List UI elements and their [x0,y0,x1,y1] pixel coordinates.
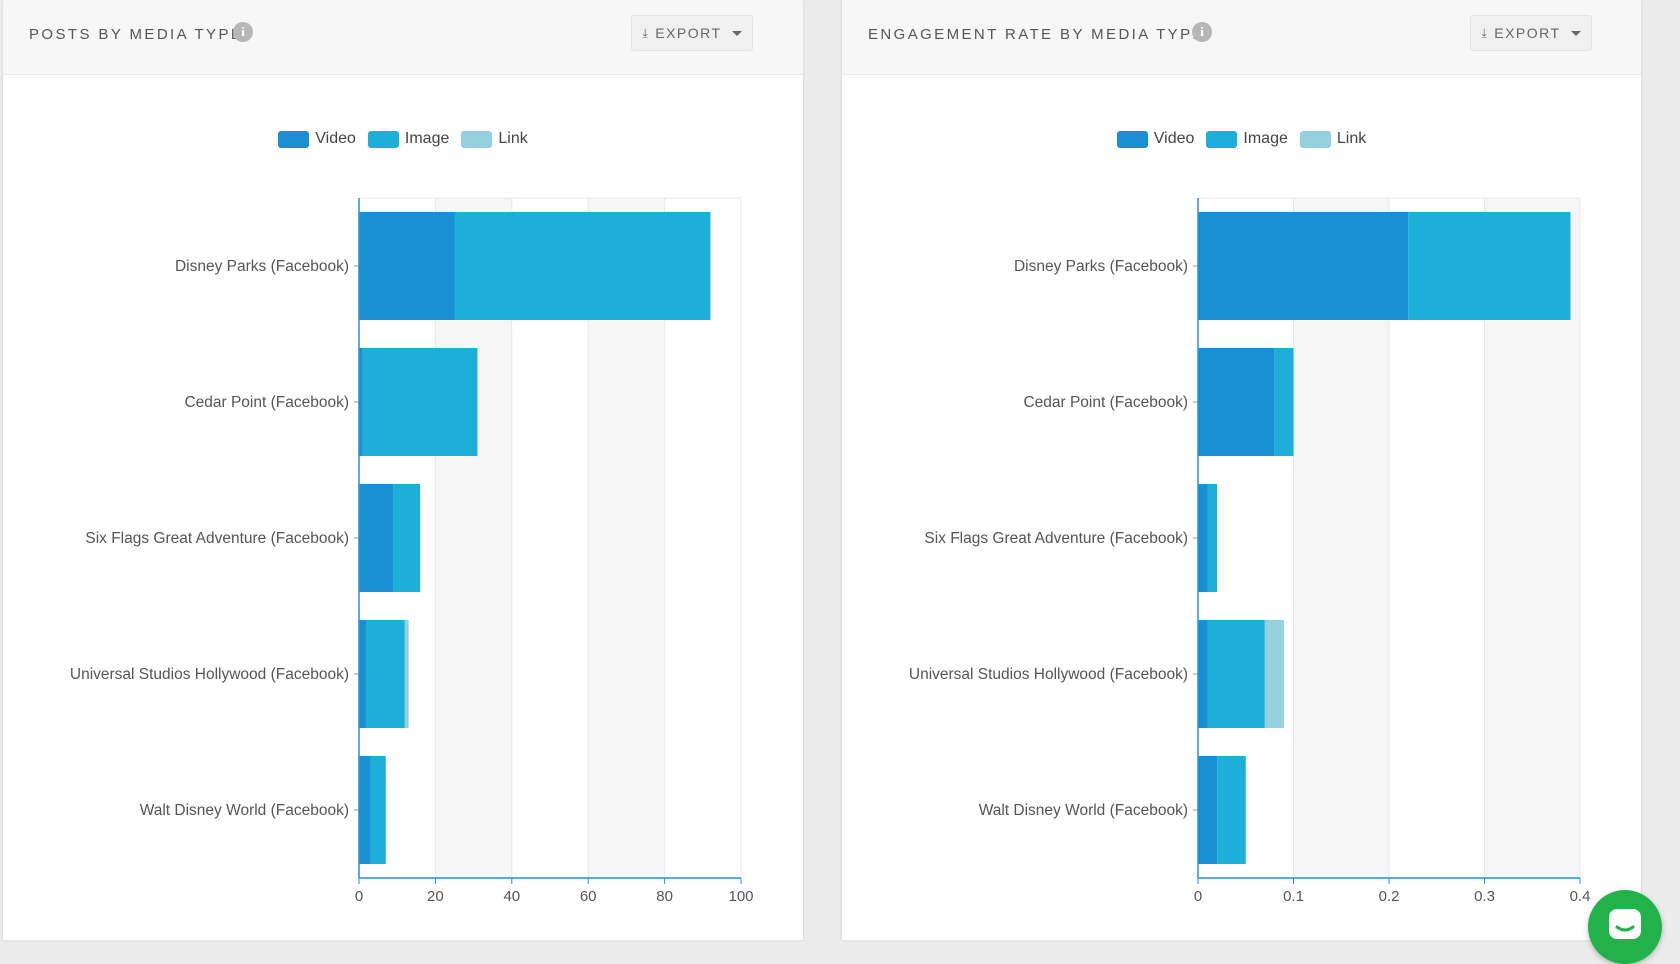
legend-item-video[interactable]: Video [1116,130,1195,148]
bar-video[interactable] [359,212,455,320]
bar-image[interactable] [1274,348,1294,456]
x-tick-label: 0.4 [1570,888,1591,905]
chevron-down-icon [1570,30,1581,36]
legend-swatch-image [1206,130,1238,148]
legend-item-image[interactable]: Image [1206,130,1288,148]
x-tick-label: 0 [1194,888,1202,905]
export-button[interactable]: ⤓ EXPORT [1470,15,1592,51]
category-label: Universal Studios Hollywood (Facebook) [909,666,1188,683]
category-label: Walt Disney World (Facebook) [979,802,1188,819]
bar-video[interactable] [1198,620,1208,728]
bar-video[interactable] [359,348,363,456]
download-icon: ⤓ [1481,25,1489,40]
legend-label: Link [498,130,528,147]
posts-by-media-type-panel: POSTS BY MEDIA TYPE i ⤓ EXPORT Video Ima… [2,0,804,940]
bar-image[interactable] [1207,620,1265,728]
category-label: Disney Parks (Facebook) [1014,258,1188,275]
chevron-down-icon [731,30,742,36]
bar-image[interactable] [393,484,421,592]
engagement-rate-bar-chart: Disney Parks (Facebook) Cedar Point (Face… [909,197,1591,905]
category-label: Disney Parks (Facebook) [175,258,349,275]
x-tick-label: 60 [580,888,597,905]
legend-label: Image [1243,130,1288,147]
legend-item-image[interactable]: Image [367,130,450,148]
legend-label: Image [404,130,450,147]
engagement-rate-panel: ENGAGEMENT RATE BY MEDIA TYPE i ⤓ EXPORT… [841,0,1642,940]
bar-image[interactable] [370,756,386,864]
category-label: Cedar Point (Facebook) [184,394,349,411]
legend-swatch-link [461,130,493,148]
export-label: EXPORT [655,25,722,41]
export-label: EXPORT [1494,25,1561,41]
bar-video[interactable] [359,484,394,592]
category-label: Walt Disney World (Facebook) [140,802,349,819]
chat-launcher-button[interactable] [1588,890,1662,964]
legend-label: Video [315,130,356,147]
panel-title: ENGAGEMENT RATE BY MEDIA TYPE [868,26,1205,43]
info-icon[interactable]: i [233,22,253,42]
posts-bar-chart: Disney Parks (Facebook) Cedar Point (Face… [70,197,754,905]
x-tick-label: 0.1 [1283,888,1304,905]
legend-item-link[interactable]: Link [461,130,528,148]
bar-image[interactable] [454,212,711,320]
download-icon: ⤓ [642,25,650,40]
legend-item-link[interactable]: Link [1299,130,1367,148]
x-tick-label: 0.2 [1379,888,1400,905]
bar-link[interactable] [404,620,409,728]
legend-label: Link [1336,130,1367,147]
bar-video[interactable] [1198,756,1218,864]
chat-icon [1609,909,1641,939]
x-tick-label: 20 [427,888,444,905]
panel-header: ENGAGEMENT RATE BY MEDIA TYPE i ⤓ EXPORT [842,0,1641,75]
bar-video[interactable] [359,620,367,728]
legend-swatch-video [278,130,310,148]
x-tick-label: 40 [503,888,520,905]
bar-image[interactable] [1217,756,1246,864]
info-icon[interactable]: i [1192,22,1212,42]
chart-legend: Video Image Link [842,130,1641,148]
legend-swatch-link [1299,130,1331,148]
bar-image[interactable] [1408,212,1571,320]
export-button[interactable]: ⤓ EXPORT [631,15,753,51]
bar-video[interactable] [1198,484,1208,592]
bar-video[interactable] [359,756,371,864]
category-label: Cedar Point (Facebook) [1023,394,1188,411]
category-label: Six Flags Great Adventure (Facebook) [85,530,349,547]
chart-legend: Video Image Link [3,130,803,148]
bar-image[interactable] [1207,484,1218,592]
x-tick-label: 0 [355,888,363,905]
x-tick-label: 80 [656,888,673,905]
legend-swatch-image [367,130,399,148]
panel-title: POSTS BY MEDIA TYPE [29,26,244,43]
category-label: Six Flags Great Adventure (Facebook) [924,530,1188,547]
x-tick-label: 100 [728,888,753,905]
legend-item-video[interactable]: Video [278,130,356,148]
x-tick-label: 0.3 [1474,888,1495,905]
category-label: Universal Studios Hollywood (Facebook) [70,666,349,683]
panel-header: POSTS BY MEDIA TYPE i ⤓ EXPORT [3,0,803,75]
legend-label: Video [1153,130,1195,147]
legend-swatch-video [1116,130,1148,148]
bar-video[interactable] [1198,212,1409,320]
bar-image[interactable] [366,620,405,728]
bar-video[interactable] [1198,348,1275,456]
bar-image[interactable] [362,348,478,456]
bar-link[interactable] [1264,620,1284,728]
